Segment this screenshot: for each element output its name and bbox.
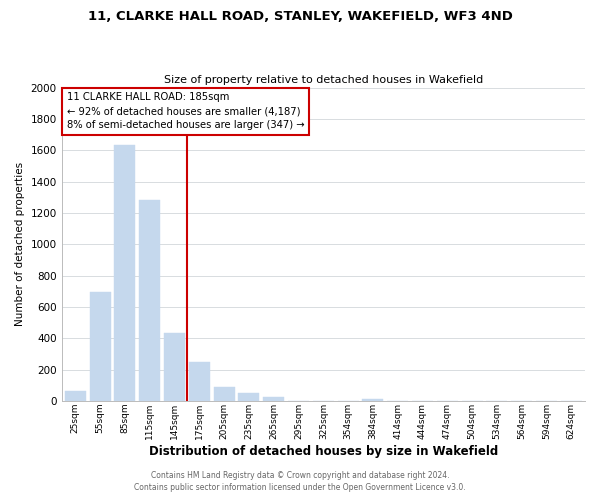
Bar [89,292,110,401]
Bar [238,394,259,401]
Y-axis label: Number of detached properties: Number of detached properties [15,162,25,326]
Bar [263,398,284,401]
Text: 11, CLARKE HALL ROAD, STANLEY, WAKEFIELD, WF3 4ND: 11, CLARKE HALL ROAD, STANLEY, WAKEFIELD… [88,10,512,23]
Text: 11 CLARKE HALL ROAD: 185sqm
← 92% of detached houses are smaller (4,187)
8% of s: 11 CLARKE HALL ROAD: 185sqm ← 92% of det… [67,92,305,130]
X-axis label: Distribution of detached houses by size in Wakefield: Distribution of detached houses by size … [149,444,498,458]
Bar [139,200,160,401]
Bar [362,399,383,401]
Bar [189,362,210,401]
Bar [65,391,86,401]
Bar [164,333,185,401]
Text: Contains HM Land Registry data © Crown copyright and database right 2024.
Contai: Contains HM Land Registry data © Crown c… [134,471,466,492]
Title: Size of property relative to detached houses in Wakefield: Size of property relative to detached ho… [164,76,483,86]
Bar [214,387,235,401]
Bar [115,145,136,401]
